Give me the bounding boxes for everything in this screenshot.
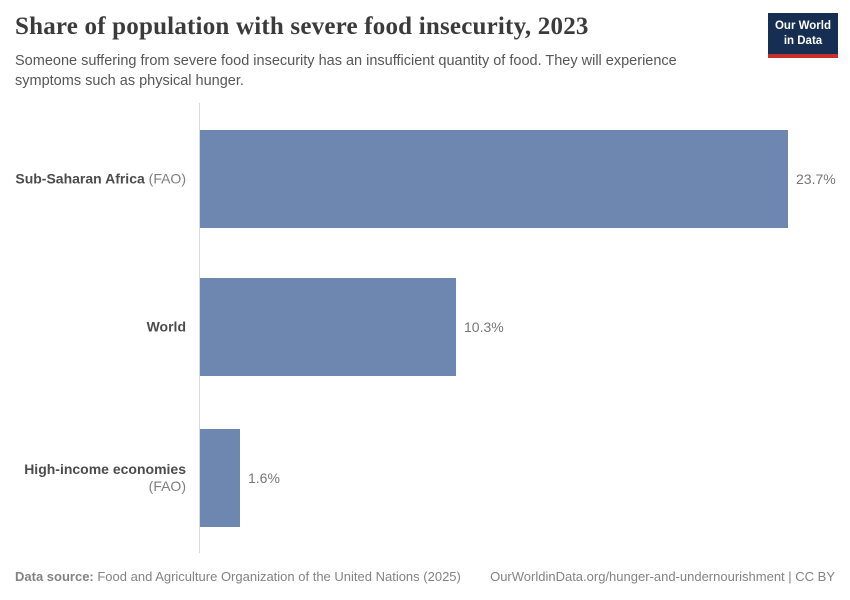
owid-logo-line-2: in Data: [783, 34, 823, 47]
category-name: World: [146, 318, 186, 335]
category-source-tag: (FAO): [144, 170, 186, 187]
bar-row-sub-saharan-africa: Sub-Saharan Africa (FAO) 23.7%: [0, 130, 850, 228]
owid-logo-line-1: Our World: [774, 20, 831, 32]
value-label: 10.3%: [464, 319, 504, 335]
citation-link[interactable]: OurWorldinData.org/hunger-and-undernouri…: [490, 569, 835, 584]
bar-world[interactable]: [200, 278, 456, 376]
bar-sub-saharan-africa[interactable]: [200, 130, 788, 228]
owid-logo[interactable]: Our World in Data: [768, 13, 838, 58]
category-label: World: [0, 319, 186, 336]
bar-row-high-income-economies: High-income economies (FAO) 1.6%: [0, 429, 850, 527]
chart-subtitle: Someone suffering from severe food insec…: [15, 53, 677, 90]
data-source: Data source: Food and Agriculture Organi…: [15, 569, 461, 584]
bar-row-world: World 10.3%: [0, 278, 850, 376]
value-label: 1.6%: [248, 470, 280, 486]
category-name: Sub-Saharan Africa: [15, 170, 145, 187]
category-label: High-income economies (FAO): [0, 461, 186, 495]
category-name: High-income economies: [24, 461, 186, 478]
category-source-tag: (FAO): [148, 478, 186, 494]
value-label: 23.7%: [796, 171, 836, 187]
y-axis-line: [199, 103, 200, 553]
bar-high-income-economies[interactable]: [200, 429, 240, 527]
category-label: Sub-Saharan Africa (FAO): [0, 171, 186, 188]
data-source-label: Data source:: [15, 569, 94, 584]
page-title: Share of population with severe food ins…: [15, 13, 589, 40]
data-source-text: Food and Agriculture Organization of the…: [93, 569, 461, 584]
